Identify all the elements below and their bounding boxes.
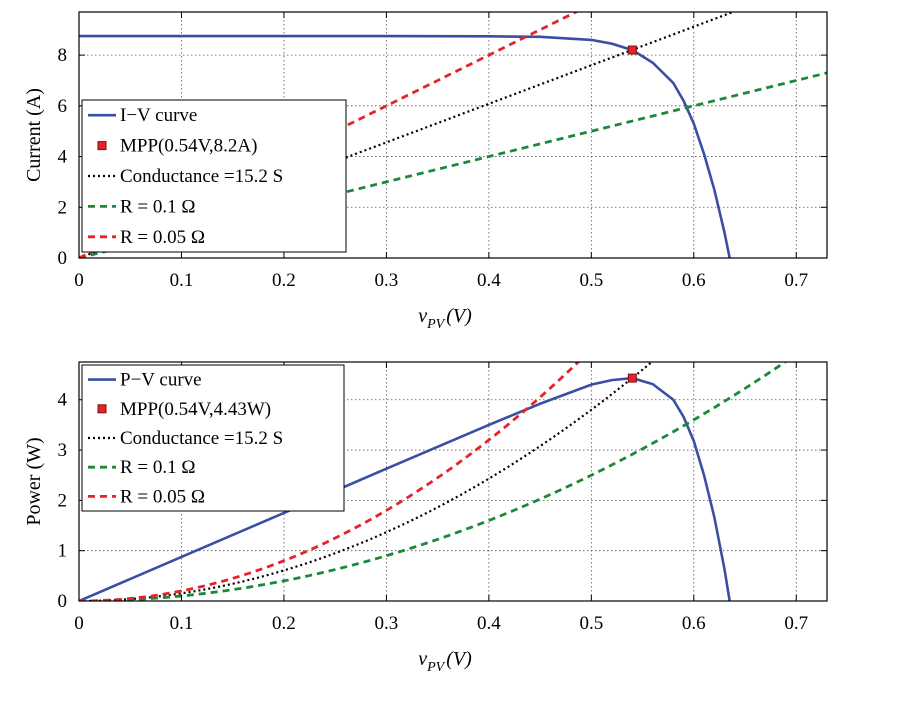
legend-label-4: R = 0.05 Ω [120,486,205,507]
series-line-4 [79,362,581,601]
legend-label-2: Conductance =15.2 S [120,166,283,187]
y-tick-label: 4 [58,147,68,168]
legend-label-3: R = 0.1 Ω [120,457,196,478]
x-tick-label: 0.2 [272,270,296,291]
y-tick-label: 3 [58,440,68,461]
legend-label-2: Conductance =15.2 S [120,428,283,449]
legend-swatch-1 [97,141,107,151]
legend-label-0: P−V curve [120,370,202,391]
x-axis-label: vPV (V) [418,305,472,332]
legend-box [81,99,347,253]
plot-frame [78,361,828,602]
y-tick-label: 0 [58,591,68,612]
ticks: 0 0.1 0.2 0.3 0.4 0.5 0.6 0.7 0 2 4 6 8 [58,12,827,291]
x-tick-label: 0.6 [682,270,706,291]
legend-label-3: R = 0.1 Ω [120,196,196,217]
legend: I−V curve MPP(0.54V,8.2A) Conductance =15.… [81,99,347,253]
x-tick-label: 0 [74,613,84,634]
x-axis-label-unit: (V) [446,648,472,670]
x-tick-label: 0.2 [272,613,296,634]
mpp-marker [627,45,637,55]
legend-swatch-1 [97,404,107,414]
x-tick-label: 0 [74,270,84,291]
legend-label-1: MPP(0.54V,8.2A) [120,136,257,157]
y-tick-label: 1 [58,541,68,562]
x-axis-label-sub: PV [426,317,446,332]
x-tick-label: 0.7 [784,613,808,634]
x-axis-label-var: v [418,648,427,670]
x-axis-label-sub: PV [426,660,446,675]
x-axis-label-unit: (V) [446,305,472,327]
plot-frame [78,11,828,259]
x-axis-label-var: v [418,305,427,327]
legend: P−V curve MPP(0.54V,4.43W) Conductance =15… [81,364,345,512]
x-tick-label: 0.7 [784,270,808,291]
x-tick-label: 0.1 [170,270,194,291]
legend-label-0: I−V curve [120,105,197,126]
y-tick-label: 2 [58,197,68,218]
x-tick-label: 0.3 [375,270,399,291]
chart-panel-current: 0 0.1 0.2 0.3 0.4 0.5 0.6 0.7 0 2 4 6 8 vPV (V) Current… [23,11,828,332]
legend-label-4: R = 0.05 Ω [120,227,205,248]
ticks: 0 0.1 0.2 0.3 0.4 0.5 0.6 0.7 0 1 2 3 4 [58,362,827,634]
x-tick-label: 0.4 [477,270,501,291]
x-tick-label: 0.5 [579,270,603,291]
legend-label-1: MPP(0.54V,4.43W) [120,399,271,420]
y-tick-label: 8 [58,45,68,66]
mpp-marker [627,373,637,383]
y-tick-label: 6 [58,96,68,117]
y-tick-label: 0 [58,248,68,269]
x-tick-label: 0.4 [477,613,501,634]
y-axis-label: Power (W) [23,437,45,525]
x-axis-label: vPV (V) [418,648,472,675]
x-tick-label: 0.6 [682,613,706,634]
series-line-3 [79,362,788,601]
chart-panel-power: 0 0.1 0.2 0.3 0.4 0.5 0.6 0.7 0 1 2 3 4 vPV (V) Power (… [23,361,828,675]
y-tick-label: 4 [58,390,68,411]
x-tick-label: 0.1 [170,613,194,634]
series-line-3 [79,71,827,258]
y-axis-label: Current (A) [23,88,45,182]
x-tick-label: 0.5 [579,613,603,634]
x-tick-label: 0.3 [375,613,399,634]
y-tick-label: 2 [58,490,68,511]
legend-box [81,364,345,512]
